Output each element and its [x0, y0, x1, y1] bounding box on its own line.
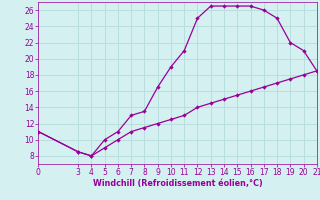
X-axis label: Windchill (Refroidissement éolien,°C): Windchill (Refroidissement éolien,°C): [93, 179, 262, 188]
